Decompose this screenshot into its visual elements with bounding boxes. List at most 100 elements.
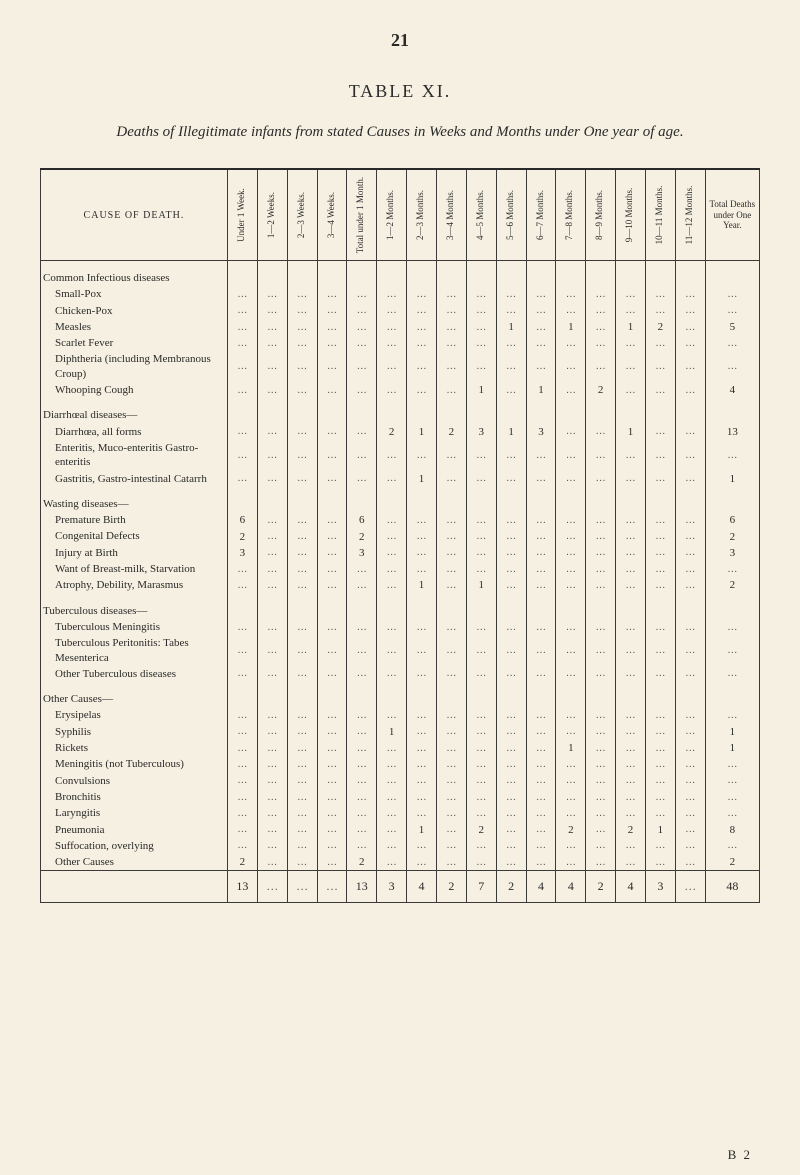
data-cell: …	[287, 351, 317, 382]
data-cell: 2	[616, 822, 646, 838]
data-cell: …	[436, 838, 466, 854]
data-cell: …	[317, 440, 347, 471]
data-cell	[645, 261, 675, 287]
data-cell: …	[586, 789, 616, 805]
data-cell: …	[257, 382, 287, 398]
data-cell: …	[586, 471, 616, 487]
data-cell: …	[317, 319, 347, 335]
data-cell: …	[317, 303, 347, 319]
data-cell: …	[586, 512, 616, 528]
data-cell: …	[496, 286, 526, 302]
table-row: Other Causes2………2……………………………2	[41, 854, 760, 871]
data-cell: …	[287, 822, 317, 838]
data-cell: …	[317, 619, 347, 635]
data-cell: …	[436, 351, 466, 382]
data-cell: …	[496, 382, 526, 398]
data-cell: …	[377, 635, 407, 666]
data-cell: …	[407, 854, 437, 871]
data-cell: …	[347, 561, 377, 577]
data-cell: …	[436, 319, 466, 335]
data-cell: …	[645, 854, 675, 871]
data-cell: 2	[705, 528, 759, 544]
data-cell: …	[287, 724, 317, 740]
data-cell: …	[257, 854, 287, 871]
data-cell: …	[705, 666, 759, 682]
data-cell: …	[317, 424, 347, 440]
group-row: Tuberculous diseases—	[41, 594, 760, 619]
data-cell: …	[645, 545, 675, 561]
data-cell: …	[227, 724, 257, 740]
data-cell: …	[526, 335, 556, 351]
data-cell	[616, 487, 646, 512]
data-cell: 2	[436, 424, 466, 440]
data-cell: …	[466, 789, 496, 805]
data-cell: …	[407, 286, 437, 302]
data-cell	[496, 487, 526, 512]
data-cell	[317, 398, 347, 423]
cause-label: Measles	[41, 319, 228, 335]
data-cell	[496, 594, 526, 619]
data-cell: …	[407, 561, 437, 577]
data-cell: 4	[407, 871, 437, 903]
data-cell: 1	[377, 724, 407, 740]
data-cell: …	[675, 635, 705, 666]
data-cell: …	[675, 805, 705, 821]
data-cell: …	[616, 528, 646, 544]
data-cell: …	[675, 740, 705, 756]
data-cell	[377, 594, 407, 619]
data-cell: …	[526, 635, 556, 666]
cause-label: Rickets	[41, 740, 228, 756]
cause-label: Suffocation, overlying	[41, 838, 228, 854]
data-cell: …	[227, 440, 257, 471]
data-cell: …	[556, 854, 586, 871]
data-cell: …	[347, 707, 377, 723]
data-cell: …	[257, 838, 287, 854]
data-cell: …	[556, 351, 586, 382]
cause-label: Enteritis, Muco-enteritis Gastro-enterit…	[41, 440, 228, 471]
data-cell	[556, 487, 586, 512]
data-cell: …	[287, 666, 317, 682]
data-cell: …	[287, 471, 317, 487]
data-cell: …	[436, 528, 466, 544]
cause-header: CAUSE OF DEATH.	[41, 169, 228, 261]
data-cell: …	[466, 740, 496, 756]
data-cell: …	[257, 351, 287, 382]
data-cell: …	[705, 303, 759, 319]
data-cell: …	[377, 512, 407, 528]
data-cell: …	[317, 512, 347, 528]
data-cell: …	[377, 789, 407, 805]
data-cell: …	[675, 724, 705, 740]
data-cell: …	[526, 319, 556, 335]
cause-label: Injury at Birth	[41, 545, 228, 561]
data-cell	[347, 398, 377, 423]
data-cell	[317, 487, 347, 512]
data-cell: 3	[645, 871, 675, 903]
data-cell: 4	[705, 382, 759, 398]
data-cell: …	[496, 822, 526, 838]
table-row: Small-Pox……………………………………………	[41, 286, 760, 302]
data-cell: …	[347, 382, 377, 398]
data-cell: …	[705, 286, 759, 302]
data-cell: 1	[407, 471, 437, 487]
data-cell: 5	[705, 319, 759, 335]
data-cell: …	[496, 512, 526, 528]
data-cell: …	[287, 561, 317, 577]
data-cell: …	[436, 512, 466, 528]
data-cell: …	[496, 545, 526, 561]
data-cell: …	[496, 789, 526, 805]
data-cell: …	[496, 577, 526, 593]
data-cell	[705, 682, 759, 707]
data-cell: 4	[616, 871, 646, 903]
data-cell	[436, 682, 466, 707]
data-cell	[705, 487, 759, 512]
data-cell: …	[407, 707, 437, 723]
group-label: Tuberculous diseases—	[41, 594, 228, 619]
data-cell: …	[317, 756, 347, 772]
data-cell	[227, 594, 257, 619]
data-cell: 2	[347, 854, 377, 871]
data-cell: …	[377, 382, 407, 398]
data-cell: 1	[705, 471, 759, 487]
data-cell: …	[257, 666, 287, 682]
data-cell: …	[586, 286, 616, 302]
data-cell: …	[466, 512, 496, 528]
